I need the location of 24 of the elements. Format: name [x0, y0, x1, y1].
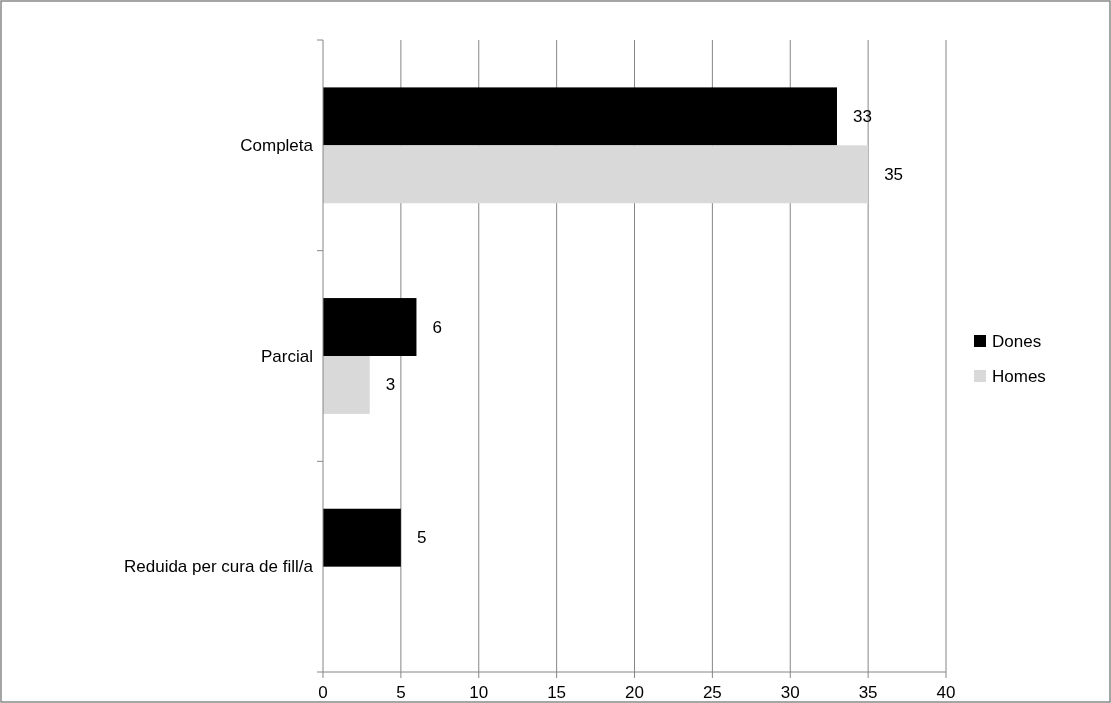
bar	[323, 356, 370, 414]
data-label: 33	[852, 106, 872, 126]
x-tick-label: 30	[780, 682, 800, 702]
y-tick-label: Parcial	[261, 346, 313, 366]
x-tick-label: 5	[396, 682, 406, 702]
y-tick-label: Completa	[240, 135, 314, 155]
bar	[323, 145, 869, 204]
y-tick-label: Reduida per cura de fill/a	[123, 557, 314, 577]
bar	[323, 298, 417, 356]
legend-label: Homes	[992, 366, 1046, 386]
bar	[323, 508, 401, 567]
x-tick-label: 0	[318, 682, 328, 702]
x-tick-label: 25	[702, 682, 722, 702]
x-tick-label: 15	[547, 682, 567, 702]
x-tick-label: 20	[625, 682, 644, 702]
x-tick-label: 35	[858, 682, 878, 702]
bar	[323, 87, 837, 146]
data-label: 5	[416, 528, 427, 548]
data-label: 3	[385, 375, 396, 395]
legend-label: Dones	[992, 331, 1042, 351]
data-label: 6	[432, 317, 442, 337]
x-tick-label: 40	[936, 682, 956, 702]
x-tick-label: 10	[469, 682, 489, 702]
data-label: 35	[884, 164, 904, 184]
